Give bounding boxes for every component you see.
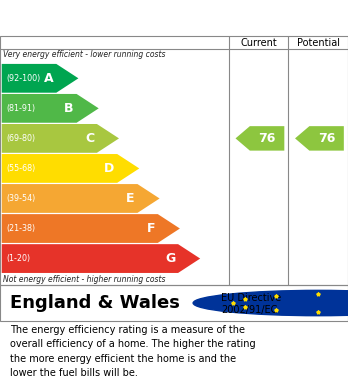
- Text: E: E: [126, 192, 135, 205]
- Polygon shape: [2, 214, 180, 243]
- Text: 76: 76: [318, 132, 335, 145]
- Text: Current: Current: [240, 38, 277, 48]
- Text: C: C: [85, 132, 94, 145]
- Text: Energy Efficiency Rating: Energy Efficiency Rating: [9, 11, 211, 26]
- Text: (21-38): (21-38): [6, 224, 35, 233]
- Text: Potential: Potential: [297, 38, 340, 48]
- Polygon shape: [236, 126, 284, 151]
- Text: Very energy efficient - lower running costs: Very energy efficient - lower running co…: [3, 50, 166, 59]
- Polygon shape: [2, 64, 78, 93]
- Text: (92-100): (92-100): [6, 74, 40, 83]
- Polygon shape: [2, 154, 139, 183]
- Text: 76: 76: [259, 132, 276, 145]
- Text: A: A: [44, 72, 54, 85]
- Text: D: D: [104, 162, 114, 175]
- Text: England & Wales: England & Wales: [10, 294, 180, 312]
- Text: EU Directive: EU Directive: [221, 293, 281, 303]
- Text: Not energy efficient - higher running costs: Not energy efficient - higher running co…: [3, 275, 166, 284]
- Polygon shape: [2, 244, 200, 273]
- Text: (69-80): (69-80): [6, 134, 35, 143]
- Text: (55-68): (55-68): [6, 164, 35, 173]
- Text: F: F: [147, 222, 155, 235]
- Polygon shape: [295, 126, 344, 151]
- Circle shape: [193, 291, 348, 316]
- Text: (39-54): (39-54): [6, 194, 35, 203]
- Text: The energy efficiency rating is a measure of the
overall efficiency of a home. T: The energy efficiency rating is a measur…: [10, 325, 256, 378]
- Text: (81-91): (81-91): [6, 104, 35, 113]
- Text: B: B: [64, 102, 74, 115]
- Text: G: G: [165, 252, 175, 265]
- Polygon shape: [2, 184, 160, 213]
- Polygon shape: [2, 124, 119, 153]
- Text: 2002/91/EC: 2002/91/EC: [221, 305, 277, 315]
- Polygon shape: [2, 94, 99, 123]
- Text: (1-20): (1-20): [6, 254, 30, 263]
